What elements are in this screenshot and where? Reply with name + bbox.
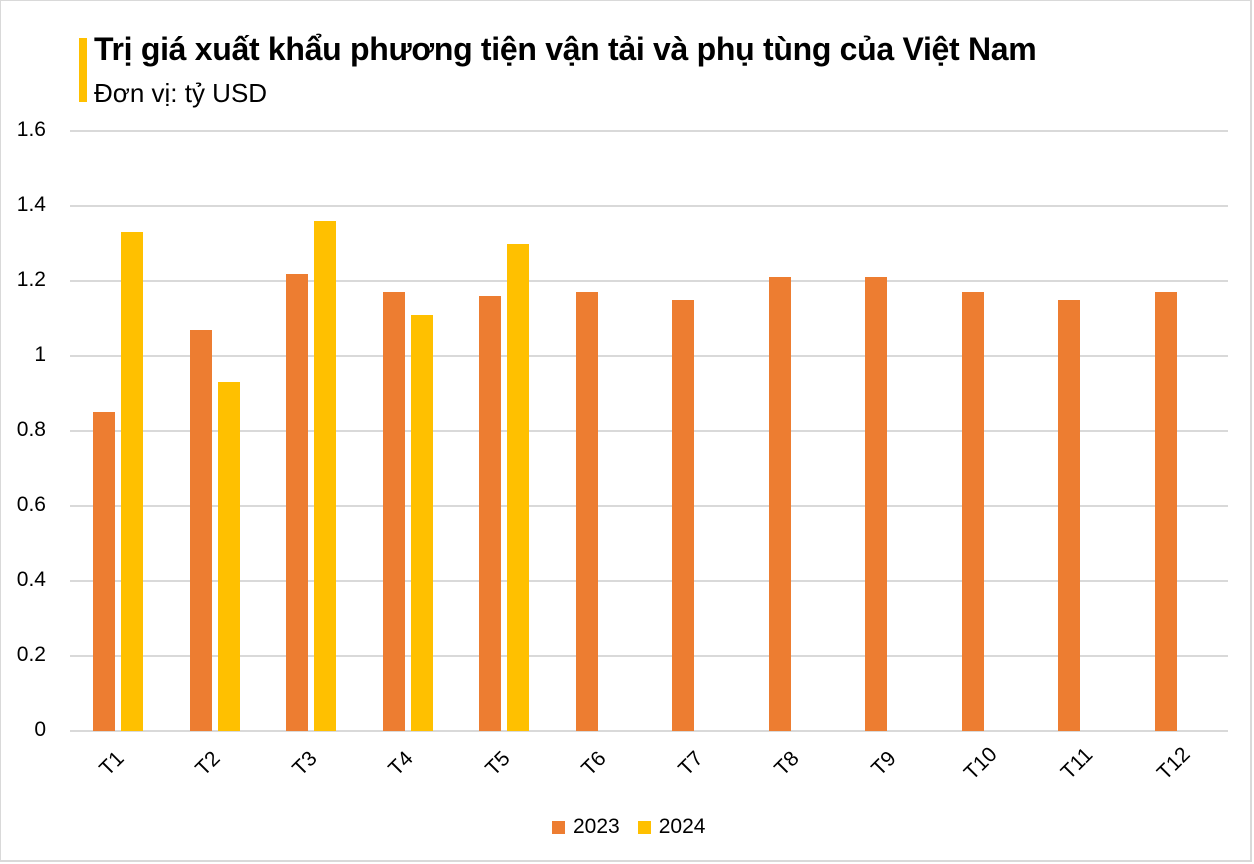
y-tick-label: 0.4: [16, 568, 46, 591]
y-tick-label: 1.4: [16, 193, 46, 216]
bar-2024-t1: [121, 232, 144, 731]
bar-2023-t8: [768, 277, 791, 731]
bar-2023-t1: [93, 412, 116, 731]
chart-subtitle: Đơn vị: tỷ USD: [94, 78, 268, 108]
y-tick-label: 0.8: [16, 418, 46, 441]
bar-2024-t5: [507, 243, 530, 731]
gridline: [70, 580, 1228, 582]
bar-2023-t7: [672, 299, 695, 731]
bar-2024-t3: [314, 221, 337, 731]
gridline: [70, 130, 1228, 132]
legend-swatch-icon: [552, 820, 565, 834]
y-tick-label: 0.6: [16, 493, 46, 516]
title-accent-bar: [79, 38, 87, 102]
gridline: [70, 430, 1228, 432]
y-tick-label: 0: [34, 718, 46, 741]
gridline: [70, 730, 1228, 732]
gridline: [70, 655, 1228, 657]
legend-item-2024: 2024: [637, 815, 706, 839]
bar-2023-t5: [479, 296, 502, 731]
legend-label: 2024: [658, 815, 706, 838]
bar-2023-t2: [189, 329, 212, 731]
plot-area: [70, 130, 1228, 732]
legend-swatch-icon: [637, 820, 651, 834]
gridline: [70, 205, 1228, 207]
bar-2024-t2: [217, 382, 240, 731]
gridline: [70, 280, 1228, 282]
legend: 2023 2024: [552, 815, 705, 839]
bar-2023-t12: [1154, 292, 1177, 731]
legend-label: 2023: [573, 815, 620, 838]
chart-title: Trị giá xuất khẩu phương tiện vận tải và…: [94, 31, 1037, 67]
y-tick-label: 1: [34, 343, 46, 366]
bar-2023-t4: [382, 292, 405, 731]
gridline: [70, 355, 1228, 357]
bar-2023-t6: [575, 292, 598, 731]
bar-2023-t10: [961, 292, 984, 731]
y-tick-label: 1.2: [16, 268, 46, 291]
y-tick-label: 1.6: [16, 118, 46, 141]
legend-item-2023: 2023: [552, 815, 620, 839]
bar-2023-t9: [865, 277, 888, 731]
gridline: [70, 505, 1228, 507]
bar-2023-t11: [1058, 299, 1081, 731]
bar-2024-t4: [410, 314, 433, 731]
y-tick-label: 0.2: [16, 643, 46, 666]
bar-2023-t3: [286, 273, 309, 731]
